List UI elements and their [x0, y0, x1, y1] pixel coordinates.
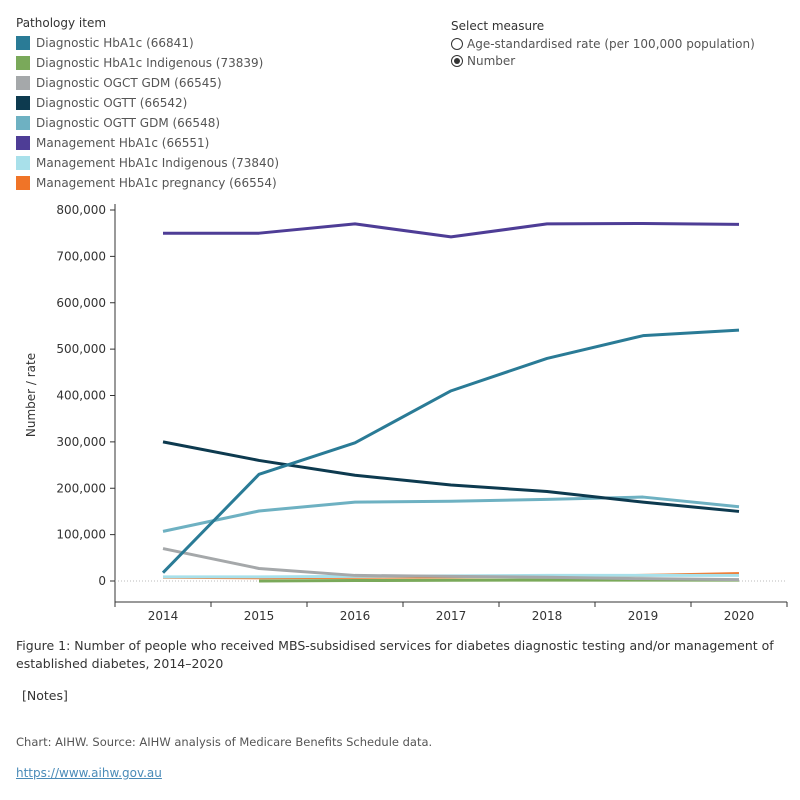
figure-caption: Figure 1: Number of people who received …	[16, 638, 774, 671]
x-tick-label: 2020	[724, 609, 755, 623]
legend-swatch	[16, 136, 30, 150]
y-tick-label: 400,000	[56, 389, 106, 403]
y-tick-label: 700,000	[56, 249, 106, 263]
series-line	[162, 440, 740, 513]
legend-label: Diagnostic HbA1c (66841)	[36, 36, 194, 50]
series-line	[163, 221, 740, 239]
measure-title: Select measure	[451, 19, 545, 33]
legend-swatch	[16, 176, 30, 190]
legend-label: Management HbA1c Indigenous (73840)	[36, 156, 280, 170]
y-tick-label: 0	[98, 574, 106, 588]
legend-item[interactable]: Management HbA1c pregnancy (66554)	[16, 173, 279, 193]
series-line	[162, 547, 740, 582]
legend-item[interactable]: Diagnostic OGCT GDM (66545)	[16, 73, 279, 93]
series-line	[162, 495, 740, 533]
legend-label: Diagnostic OGCT GDM (66545)	[36, 76, 222, 90]
radio-icon[interactable]	[451, 37, 463, 50]
y-tick-label: 600,000	[56, 296, 106, 310]
y-tick-label: 500,000	[56, 342, 106, 356]
legend-swatch	[16, 36, 30, 50]
legend-item[interactable]: Management HbA1c (66551)	[16, 133, 279, 153]
x-tick-label: 2014	[148, 609, 179, 623]
line-chart: 0 100,000 200,000 300,000 400,000 500,000 600,…	[24, 203, 788, 623]
legend-item[interactable]: Diagnostic OGTT (66542)	[16, 93, 279, 113]
x-tick-label: 2016	[340, 609, 371, 623]
legend-label: Diagnostic HbA1c Indigenous (73839)	[36, 56, 264, 70]
radio-number[interactable]: Number	[451, 52, 755, 69]
legend: Pathology item Diagnostic HbA1c (66841) D…	[16, 16, 279, 193]
series-line	[161, 328, 740, 574]
legend-label: Diagnostic OGTT GDM (66548)	[36, 116, 221, 130]
measure-selector: Select measure Age-standardised rate (pe…	[451, 19, 755, 69]
legend-item[interactable]: Diagnostic OGTT GDM (66548)	[16, 113, 279, 133]
legend-swatch	[16, 96, 30, 110]
y-axis-label: Number / rate	[24, 353, 38, 437]
legend-label: Management HbA1c (66551)	[36, 136, 210, 150]
y-tick-label: 200,000	[56, 481, 106, 495]
legend-swatch	[16, 116, 30, 130]
legend-label: Management HbA1c pregnancy (66554)	[36, 176, 277, 190]
legend-label: Diagnostic OGTT (66542)	[36, 96, 188, 110]
y-tick-label: 800,000	[56, 203, 106, 217]
source-text: Chart: AIHW. Source: AIHW analysis of Me…	[16, 735, 433, 749]
legend-item[interactable]: Management HbA1c Indigenous (73840)	[16, 153, 279, 173]
notes-link[interactable]: [Notes]	[22, 688, 68, 703]
legend-title: Pathology item	[16, 16, 107, 30]
x-tick-label: 2018	[532, 609, 563, 623]
radio-age-standardised[interactable]: Age-standardised rate (per 100,000 popul…	[451, 35, 755, 52]
radio-selected-icon[interactable]	[451, 54, 463, 67]
legend-item[interactable]: Diagnostic HbA1c (66841)	[16, 33, 279, 53]
legend-swatch	[16, 56, 30, 70]
aihw-link[interactable]: https://www.aihw.gov.au	[16, 766, 162, 780]
y-tick-label: 300,000	[56, 435, 106, 449]
y-tick-label: 100,000	[56, 528, 106, 542]
legend-swatch	[16, 156, 30, 170]
x-tick-label: 2017	[436, 609, 467, 623]
x-tick-label: 2015	[244, 609, 275, 623]
legend-item[interactable]: Diagnostic HbA1c Indigenous (73839)	[16, 53, 279, 73]
legend-swatch	[16, 76, 30, 90]
x-tick-label: 2019	[628, 609, 659, 623]
